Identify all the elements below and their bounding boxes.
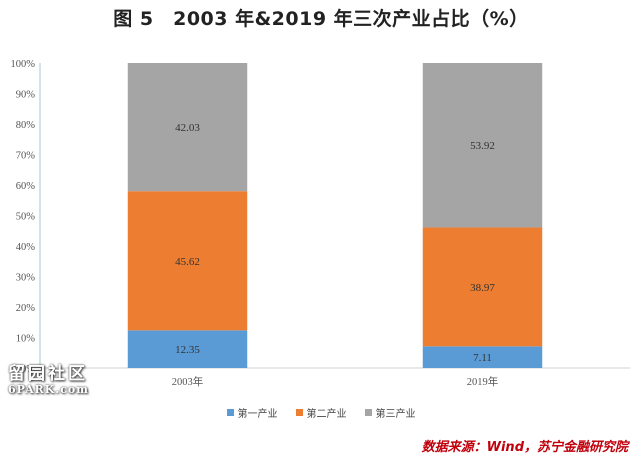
x-tick-label: 2019年 <box>467 375 499 388</box>
y-tick-label: 70% <box>16 151 36 162</box>
y-tick-label: 50% <box>16 212 36 223</box>
watermark-line-2: 6PARK.com <box>8 382 89 396</box>
bar-segment <box>127 330 248 368</box>
y-tick-label: 20% <box>16 303 36 314</box>
bar-segment <box>422 346 543 368</box>
y-tick-label: 100% <box>11 59 36 70</box>
legend-swatch <box>226 409 234 416</box>
y-tick-label: 0% <box>21 364 35 375</box>
y-tick-label: 10% <box>16 334 36 345</box>
y-tick-label: 90% <box>16 90 36 101</box>
watermark-line-1: 留园社区 <box>8 364 88 384</box>
legend-label: 第二产业 <box>306 409 347 420</box>
legend-swatch <box>295 409 303 416</box>
bar-segment <box>127 191 248 331</box>
legend-item: 第三产业 <box>364 405 416 420</box>
data-label: 53.92 <box>470 140 495 152</box>
legend-item: 第一产业 <box>226 405 278 420</box>
legend-label: 第三产业 <box>375 409 416 420</box>
y-tick-label: 30% <box>16 273 36 284</box>
y-tick-label: 60% <box>16 181 36 192</box>
data-label: 7.11 <box>473 352 492 364</box>
chart-legend: 第一产业 第二产业 第三产业 <box>0 405 642 420</box>
bar-segment <box>422 227 543 347</box>
y-tick-label: 40% <box>16 242 36 253</box>
source-note: 数据来源：Wind，苏宁金融研究院 <box>421 440 628 455</box>
data-label: 12.35 <box>175 344 200 356</box>
legend-item: 第二产业 <box>295 405 347 420</box>
legend-swatch <box>364 409 372 416</box>
x-tick-label: 2003年 <box>172 375 204 388</box>
bar-segment <box>422 63 543 228</box>
legend-label: 第一产业 <box>237 409 278 420</box>
watermark: 留园社区 6PARK.com <box>8 364 89 396</box>
chart-title: 图 5 2003 年&2019 年三次产业占比（%） <box>113 8 529 30</box>
data-label: 42.03 <box>175 122 200 134</box>
y-tick-label: 80% <box>16 120 36 131</box>
data-label: 38.97 <box>470 282 495 294</box>
stacked-bar-chart: 0% 10% 20% 30% 40% 50% 60% 70% 80% 90% 100% 12.35 45… <box>11 59 630 388</box>
bar-segment <box>127 63 248 192</box>
data-label: 45.62 <box>175 256 200 268</box>
